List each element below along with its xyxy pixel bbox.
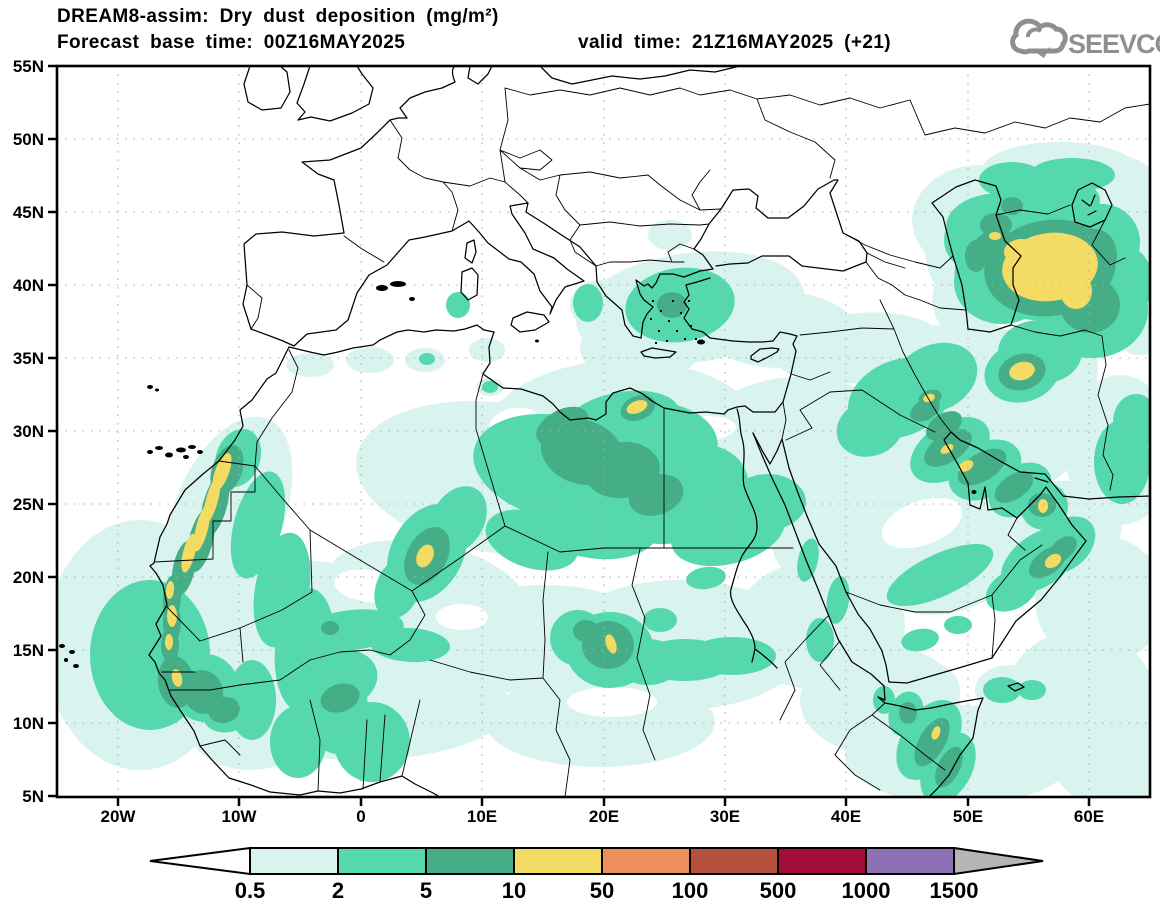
x-axis-ticks [118, 797, 1089, 806]
x-axis-labels: 20W 10W 0 10E 20E 30E 40E 50E 60E [101, 807, 1105, 826]
y-tick-label: 5N [22, 787, 44, 806]
colorbar-left-arrow-icon [150, 848, 250, 874]
colorbar: 0.5 2 5 10 50 100 500 1000 1500 [0, 830, 1165, 907]
x-tick-label: 30E [710, 807, 740, 826]
y-tick-label: 10N [13, 714, 44, 733]
x-tick-label: 40E [831, 807, 861, 826]
y-tick-label: 30N [13, 422, 44, 441]
y-tick-label: 35N [13, 349, 44, 368]
x-tick-label: 0 [356, 807, 365, 826]
x-tick-label: 50E [953, 807, 983, 826]
colorbar-label: 1000 [842, 878, 891, 903]
y-tick-label: 45N [13, 203, 44, 222]
y-tick-label: 15N [13, 641, 44, 660]
colorbar-segment [778, 848, 866, 874]
x-tick-label: 20W [101, 807, 137, 826]
colorbar-label: 1500 [930, 878, 979, 903]
y-tick-label: 55N [13, 57, 44, 76]
colorbar-right-arrow-icon [954, 848, 1043, 874]
y-tick-label: 25N [13, 495, 44, 514]
colorbar-label: 500 [760, 878, 797, 903]
y-tick-label: 40N [13, 276, 44, 295]
y-tick-label: 20N [13, 568, 44, 587]
colorbar-segment [338, 848, 426, 874]
colorbar-segment [602, 848, 690, 874]
y-axis-ticks [48, 66, 57, 796]
dust-forecast-page: { "header": { "title_line1": "DREAM8-ass… [0, 0, 1165, 907]
colorbar-segment [250, 848, 338, 874]
colorbar-segment [426, 848, 514, 874]
map-canvas: 20W 10W 0 10E 20E 30E 40E 50E 60E 55N 50N 45N 40N 35… [0, 0, 1165, 830]
y-tick-label: 50N [13, 130, 44, 149]
colorbar-label: 0.5 [235, 878, 266, 903]
colorbar-label: 2 [332, 878, 344, 903]
x-tick-label: 20E [589, 807, 619, 826]
colorbar-label: 50 [590, 878, 614, 903]
x-tick-label: 60E [1074, 807, 1104, 826]
colorbar-label: 5 [420, 878, 432, 903]
colorbar-segment [514, 848, 602, 874]
x-tick-label: 10W [222, 807, 258, 826]
colorbar-label: 10 [502, 878, 526, 903]
colorbar-segment [866, 848, 954, 874]
y-axis-labels: 55N 50N 45N 40N 35N 30N 25N 20N 15N 10N 5N [13, 57, 44, 806]
colorbar-label: 100 [672, 878, 709, 903]
x-tick-label: 10E [467, 807, 497, 826]
colorbar-segment [690, 848, 778, 874]
